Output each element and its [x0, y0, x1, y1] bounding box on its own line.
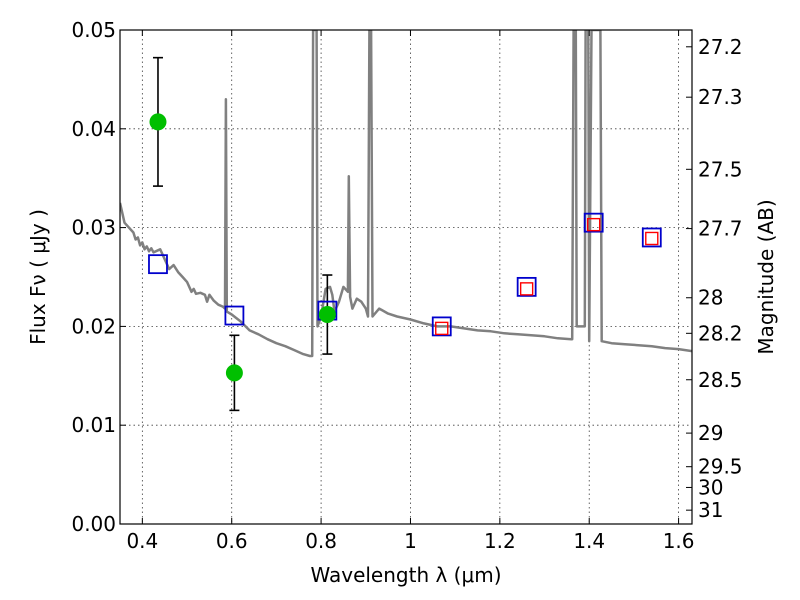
- limit-square: [435, 321, 449, 336]
- x-tick-label: 1: [404, 529, 417, 553]
- x-tick-label: 0.6: [216, 529, 248, 553]
- mag-tick-label: 30: [698, 475, 723, 499]
- mag-tick-label: 31: [698, 498, 723, 522]
- mag-tick-label: 28: [698, 286, 723, 310]
- model-photometry-square: [583, 212, 604, 233]
- mag-tick-label: 27.3: [698, 85, 743, 109]
- model-photometry-square: [516, 276, 537, 297]
- model-photometry-square: [431, 316, 452, 337]
- model-photometry-square: [641, 227, 662, 248]
- x-tick-label: 0.4: [126, 529, 158, 553]
- observed-point: [225, 364, 243, 382]
- y-tick-label: 0.04: [71, 117, 116, 141]
- y-tick-label: 0.05: [71, 18, 116, 42]
- mag-tick-label: 29.5: [698, 455, 743, 479]
- y-tick-label: 0.03: [71, 216, 116, 240]
- mag-tick-label: 28.2: [698, 321, 743, 345]
- x-tick-label: 1.6: [663, 529, 695, 553]
- mag-tick-label: 29: [698, 421, 723, 445]
- x-tick-label: 1.2: [484, 529, 516, 553]
- mag-tick-label: 27.2: [698, 35, 743, 59]
- sed-model-line: [120, 30, 692, 358]
- model-photometry-square: [148, 254, 168, 275]
- x-tick-label: 1.4: [573, 529, 605, 553]
- y-tick-label: 0.01: [71, 413, 116, 437]
- plot-area: [120, 30, 692, 412]
- y-tick-label: 0.00: [71, 512, 116, 536]
- mag-tick-label: 28.5: [698, 368, 743, 392]
- y-tick-label: 0.02: [71, 314, 116, 338]
- limit-square: [519, 282, 534, 296]
- x-axis-title: Wavelength λ (μm): [310, 563, 501, 587]
- model-photometry-square: [224, 305, 245, 326]
- mag-tick-label: 27.7: [698, 217, 743, 241]
- y-axis-right-title: Magnitude (AB): [754, 199, 778, 354]
- x-tick-label: 0.8: [305, 529, 337, 553]
- axes-frame: [119, 29, 693, 525]
- y-axis-title: Flux Fν ( μJy ): [26, 209, 50, 345]
- mag-tick-label: 27.5: [698, 157, 743, 181]
- grid: [120, 30, 692, 524]
- observed-point: [149, 113, 167, 131]
- observed-point: [318, 306, 336, 324]
- limit-square: [586, 217, 601, 232]
- ticks: 0.4 0.6 0.8 1 1.2 1.4 1.6 0.00 0.01 0.02 0.03 0.04 0…: [71, 18, 742, 553]
- limit-square: [645, 231, 659, 246]
